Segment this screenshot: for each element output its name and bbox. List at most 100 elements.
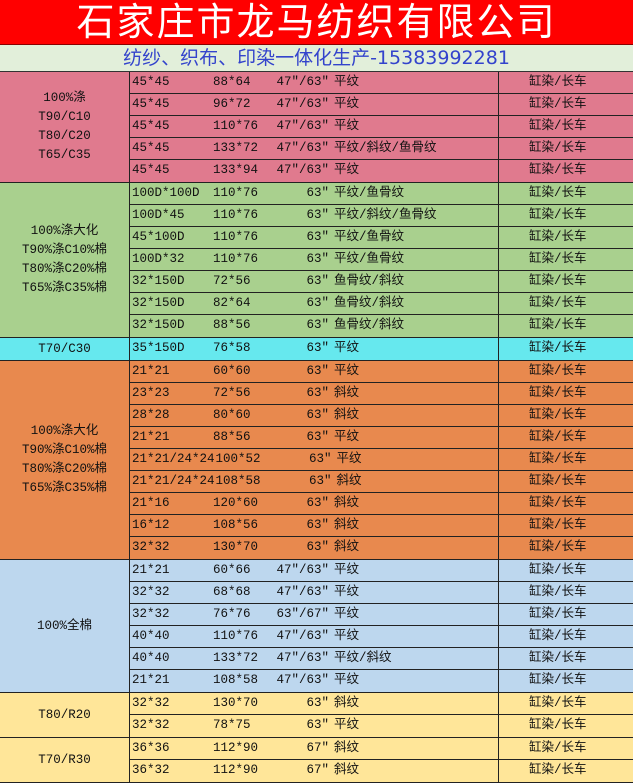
table-row: 23*23 72*56 63″ 斜纹 缸染/长车 (130, 383, 633, 405)
width: 47″/63″ (276, 163, 329, 177)
spec-cell: 45*45 133*94 47″/63″ 平纹 (130, 160, 499, 182)
density: 133*94 (213, 163, 259, 177)
density: 72*56 (213, 274, 251, 288)
spec-cell: 21*21 60*60 63″ 平纹 (130, 361, 499, 382)
weave: 平纹/鱼骨纹 (334, 230, 405, 244)
process-cell: 缸染/长车 (529, 274, 587, 288)
table-row: 40*40 110*76 47″/63″ 平纹 缸染/长车 (130, 626, 633, 648)
table-row: 100D*32 110*76 63″ 平纹/鱼骨纹 缸染/长车 (130, 249, 633, 271)
yarn-count: 35*150D (132, 341, 185, 355)
table-row: 32*150D 82*64 63″ 鱼骨纹/斜纹 缸染/长车 (130, 293, 633, 315)
width: 63″ (306, 386, 329, 400)
width: 63″ (306, 696, 329, 710)
spec-cell: 45*45 96*72 47″/63″ 平纹 (130, 94, 499, 115)
process-cell: 缸染/长车 (529, 75, 587, 89)
width: 63″ (306, 252, 329, 266)
spec-cell: 21*21 60*66 47″/63″ 平纹 (130, 560, 499, 581)
weave: 平纹 (334, 585, 360, 599)
table-row: 45*45 133*94 47″/63″ 平纹 缸染/长车 (130, 160, 633, 182)
weave: 斜纹 (334, 386, 360, 400)
spec-cell: 100D*32 110*76 63″ 平纹/鱼骨纹 (130, 249, 499, 270)
yarn-count: 21*21 (132, 673, 170, 687)
width: 63″ (306, 718, 329, 732)
spec-cell: 32*32 130*70 63″ 斜纹 (130, 693, 499, 714)
spec-cell: 21*21 108*58 47″/63″ 平纹 (130, 670, 499, 692)
yarn-count: 36*32 (132, 763, 170, 777)
density: 88*56 (213, 318, 251, 332)
weave: 平纹 (334, 629, 360, 643)
table-row: 32*32 130*70 63″ 斜纹 缸染/长车 (130, 693, 633, 715)
yarn-count: 32*32 (132, 540, 170, 554)
yarn-count: 21*21 (132, 430, 170, 444)
density: 110*76 (213, 252, 259, 266)
yarn-count: 21*21 (132, 364, 170, 378)
width: 67″ (306, 741, 329, 755)
width: 63″ (306, 364, 329, 378)
process-cell: 缸染/长车 (529, 607, 587, 621)
process-cell: 缸染/长车 (529, 386, 587, 400)
spec-cell: 40*40 110*76 47″/63″ 平纹 (130, 626, 499, 647)
density: 110*76 (213, 208, 259, 222)
yarn-count: 45*45 (132, 163, 170, 177)
width: 47″/63″ (276, 75, 329, 89)
process-cell: 缸染/长车 (529, 696, 587, 710)
process-cell: 缸染/长车 (529, 364, 587, 378)
table-row: 32*150D 88*56 63″ 鱼骨纹/斜纹 缸染/长车 (130, 315, 633, 337)
density: 108*58 (213, 673, 259, 687)
process-cell: 缸染/长车 (529, 452, 587, 466)
width: 63″ (309, 452, 332, 466)
density: 78*75 (213, 718, 251, 732)
density: 82*64 (213, 296, 251, 310)
group-label: 100%全棉 (0, 560, 130, 692)
spec-cell: 100D*45 110*76 63″ 平纹/斜纹/鱼骨纹 (130, 205, 499, 226)
table-row: 32*32 68*68 47″/63″ 平纹 缸染/长车 (130, 582, 633, 604)
density: 108*58 (215, 474, 261, 488)
density: 80*60 (213, 408, 251, 422)
width: 47″/63″ (276, 673, 329, 687)
spec-cell: 32*32 76*76 63″/67″ 平纹 (130, 604, 499, 625)
spec-cell: 32*32 78*75 63″ 平纹 (130, 715, 499, 737)
table-row: 21*21 88*56 63″ 平纹 缸染/长车 (130, 427, 633, 449)
spec-cell: 40*40 133*72 47″/63″ 平纹/斜纹 (130, 648, 499, 669)
width: 47″/63″ (276, 119, 329, 133)
process-cell: 缸染/长车 (529, 540, 587, 554)
density: 130*70 (213, 540, 259, 554)
width: 47″/63″ (276, 97, 329, 111)
process-cell: 缸染/长车 (529, 97, 587, 111)
weave: 鱼骨纹/斜纹 (334, 274, 405, 288)
process-cell: 缸染/长车 (529, 341, 587, 355)
width: 63″ (306, 540, 329, 554)
process-cell: 缸染/长车 (529, 408, 587, 422)
density: 130*70 (213, 696, 259, 710)
table-row: 100D*45 110*76 63″ 平纹/斜纹/鱼骨纹 缸染/长车 (130, 205, 633, 227)
spec-cell: 32*150D 72*56 63″ 鱼骨纹/斜纹 (130, 271, 499, 292)
yarn-count: 36*36 (132, 741, 170, 755)
company-title: 石家庄市龙马纺织有限公司 (0, 0, 633, 45)
spec-cell: 21*16 120*60 63″ 斜纹 (130, 493, 499, 514)
width: 63″ (306, 274, 329, 288)
yarn-count: 45*100D (132, 230, 185, 244)
spec-cell: 36*36 112*90 67″ 斜纹 (130, 738, 499, 759)
density: 120*60 (213, 496, 259, 510)
table-row: 45*45 133*72 47″/63″ 平纹/斜纹/鱼骨纹 缸染/长车 (130, 138, 633, 160)
product-group: T80/R20 32*32 130*70 63″ 斜纹 缸染/长车 32*32 78*75 63… (0, 693, 633, 738)
weave: 鱼骨纹/斜纹 (334, 296, 405, 310)
density: 110*76 (213, 230, 259, 244)
width: 47″/63″ (276, 141, 329, 155)
weave: 平纹 (334, 119, 360, 133)
product-group: T70/C30 35*150D 76*58 63″ 平纹 缸染/长车 (0, 338, 633, 361)
yarn-count: 21*21/24*24 (132, 474, 215, 488)
density: 112*90 (213, 763, 259, 777)
table-row: 21*21 108*58 47″/63″ 平纹 缸染/长车 (130, 670, 633, 692)
product-group: T70/R30 36*36 112*90 67″ 斜纹 缸染/长车 36*32 112*90 6… (0, 738, 633, 783)
density: 76*58 (213, 341, 251, 355)
table-row: 16*12 108*56 63″ 斜纹 缸染/长车 (130, 515, 633, 537)
width: 63″ (306, 408, 329, 422)
yarn-count: 45*45 (132, 75, 170, 89)
process-cell: 缸染/长车 (529, 651, 587, 665)
weave: 平纹 (334, 97, 360, 111)
width: 63″ (306, 341, 329, 355)
width: 63″ (306, 518, 329, 532)
density: 108*56 (213, 518, 259, 532)
spec-cell: 16*12 108*56 63″ 斜纹 (130, 515, 499, 536)
